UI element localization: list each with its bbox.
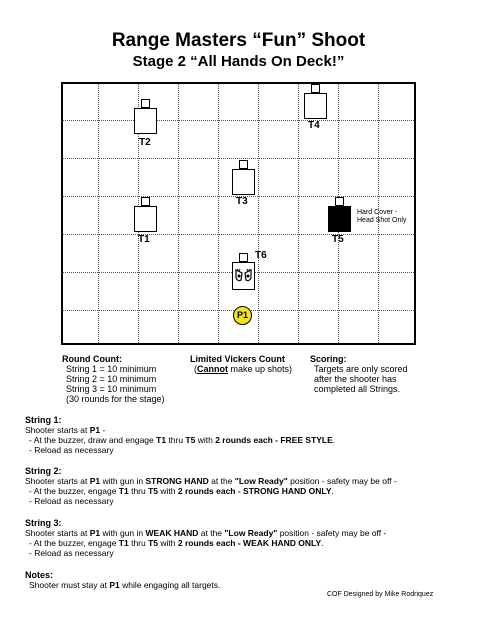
target-label: T3	[236, 196, 248, 207]
target-label: T1	[138, 234, 150, 245]
string-3: String 3: Shooter starts at P1 with gun …	[25, 518, 387, 558]
page-title: Range Masters “Fun” Shoot	[111, 30, 366, 51]
designer-credit: COF Designed by Mike Rodriquez	[327, 591, 434, 598]
target-label: T6	[255, 250, 267, 261]
string-2: String 2: Shooter starts at P1 with gun …	[25, 466, 397, 506]
target-label: T5	[332, 234, 344, 245]
target-label: T4	[308, 120, 320, 131]
round-count: Round Count: String 1 = 10 minimum Strin…	[62, 354, 165, 404]
string-1: String 1: Shooter starts at P1 - - At th…	[25, 415, 336, 455]
shooter-position-p1: P1	[233, 306, 252, 325]
vickers-count: Limited Vickers Count (Cannot make up sh…	[190, 354, 293, 374]
target-label: T2	[139, 137, 151, 148]
scoring: Scoring: Targets are only scored after t…	[310, 354, 408, 394]
hard-cover-note: Hard Cover - Head Shot Only	[357, 209, 407, 224]
hands-icon	[235, 268, 252, 282]
notes: Notes: Shooter must stay at P1 while eng…	[25, 570, 221, 590]
stage-subtitle: Stage 2 “All Hands On Deck!”	[132, 53, 345, 70]
